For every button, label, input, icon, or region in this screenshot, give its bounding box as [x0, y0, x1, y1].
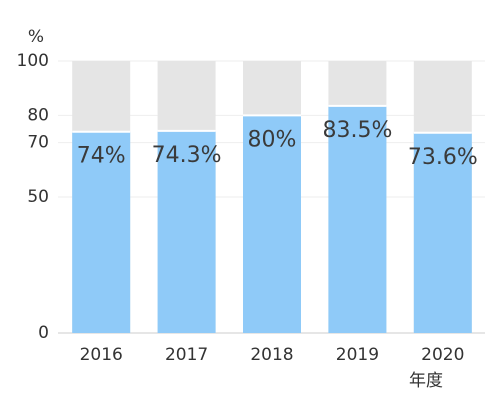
bar: [413, 132, 472, 333]
y-tick-label: 0: [38, 323, 49, 343]
x-axis-label: 年度: [409, 371, 443, 391]
y-tick-label: 80: [27, 105, 49, 125]
x-tick-label: 2019: [336, 345, 379, 365]
bar: [328, 105, 387, 333]
x-tick-label: 2017: [165, 345, 208, 365]
y-tick-label: 70: [27, 133, 49, 153]
y-tick-label: 50: [27, 187, 49, 207]
value-label: 73.6%: [408, 145, 478, 170]
y-tick-label: 100: [17, 51, 49, 71]
bar: [72, 131, 131, 333]
value-label: 74%: [77, 144, 126, 169]
value-label: 74.3%: [152, 143, 222, 168]
value-label: 80%: [248, 127, 297, 152]
bar: [243, 115, 301, 334]
bar: [157, 130, 216, 333]
x-tick-label: 2020: [421, 345, 464, 365]
value-label: 83.5%: [322, 118, 392, 143]
x-tick-label: 2016: [80, 345, 123, 365]
y-unit: %: [28, 27, 44, 47]
x-tick-label: 2018: [250, 345, 293, 365]
